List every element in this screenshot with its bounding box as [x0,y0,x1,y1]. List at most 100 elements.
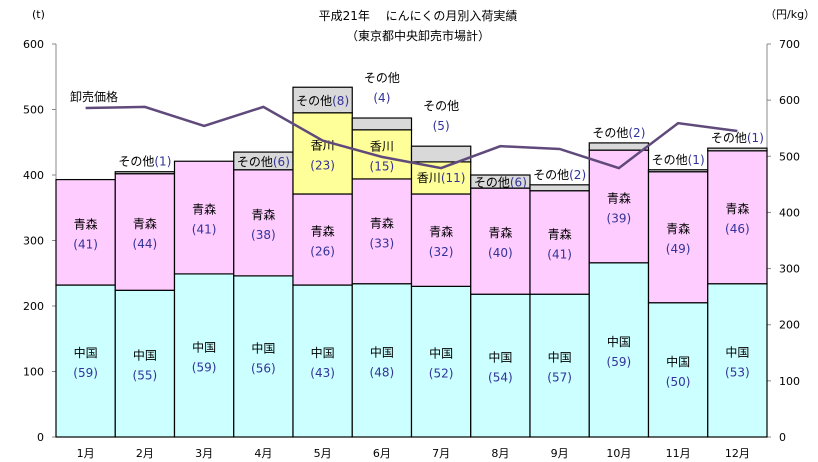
data-label: 香川(11) [417,171,466,185]
data-label: その他(2) [533,168,586,182]
left-tick-label: 400 [23,169,44,182]
bar-segment-aomori [410,193,472,287]
price-line-label: 卸売価格 [70,89,118,104]
bar-segment-aomori [470,187,531,295]
right-tick-label: 700 [779,38,800,51]
data-label: その他(6) [474,176,527,190]
right-tick-label: 200 [779,319,800,332]
data-label: その他(4) [364,71,400,105]
bar-segment-china [233,275,294,438]
left-tick-label: 500 [23,104,44,117]
bar-segment-aomori [647,171,709,304]
x-tick-label: 5月 [314,447,332,460]
bar-segment-aomori [55,178,116,286]
bar-segment-other [292,86,353,114]
x-tick-label: 9月 [551,447,569,460]
left-tick-label: 600 [23,38,44,51]
data-label: 青森(38) [251,207,276,242]
right-tick-label: 100 [779,375,800,388]
data-label: 中国(52) [429,346,454,381]
x-tick-label: 8月 [491,447,509,460]
bar-segment-china [529,293,590,438]
bar-segment-china [351,283,413,438]
data-label: 中国(55) [133,348,158,383]
data-label: 中国(53) [725,344,750,379]
bar-segment-china [114,289,176,438]
bar-segment-other [529,184,590,192]
x-tick-label: 10月 [606,447,631,460]
data-label: 青森(41) [547,226,572,261]
bar-segment-china [173,273,235,438]
data-label: 中国(50) [666,354,691,389]
bar-segment-aomori [173,160,235,275]
x-tick-label: 12月 [725,447,750,460]
bar-segment-other [707,147,768,152]
data-label: 青森(46) [725,201,750,236]
data-label: その他(1) [711,131,764,145]
bar-segment-aomori [233,169,294,277]
bar-segment-other [470,174,531,189]
right-axis-unit: （円/kg） [765,8,815,21]
bar-segment-aomori [114,173,176,291]
data-label: 青森(41) [192,202,217,237]
right-tick-label: 0 [779,431,786,444]
bar-segment-china [707,283,768,438]
data-label: 青森(40) [488,225,513,260]
data-label: 青森(32) [429,224,454,259]
data-label: 青森(44) [133,216,158,251]
bar-segment-china [410,285,472,438]
right-tick-label: 500 [779,150,800,163]
left-axis-unit: (t) [32,8,45,21]
bar-segment-other [351,117,413,131]
left-tick-label: 300 [23,235,44,248]
data-label: その他(6) [237,155,290,169]
data-label: 中国(59) [192,339,217,374]
chart-subtitle: （東京都中央卸売市場計） [346,28,490,43]
bar-segment-other [588,142,650,151]
data-label: 中国(48) [370,344,395,379]
data-label: 青森(26) [310,224,335,259]
bar-segment-aomori [351,178,413,285]
data-label: その他(8) [296,94,349,108]
x-tick-label: 2月 [136,447,154,460]
x-tick-label: 4月 [254,447,272,460]
bar-segment-kagawa [292,112,353,195]
data-label: 青森(39) [607,190,632,225]
bar-segment-china [647,302,709,438]
data-label: その他(1) [118,155,171,169]
bar-segment-china [470,293,531,438]
data-label: 青森(49) [666,221,691,256]
x-tick-label: 7月 [432,447,450,460]
data-label: その他(5) [423,99,459,133]
data-label: 中国(57) [547,350,572,385]
right-tick-label: 600 [779,94,800,107]
data-label: 青森(33) [370,215,395,250]
x-tick-label: 1月 [77,447,95,460]
right-tick-label: 300 [779,263,800,276]
bar-segment-other [410,145,472,163]
bar-segment-other [114,171,176,175]
data-label: 中国(59) [607,334,632,369]
x-tick-label: 3月 [195,447,213,460]
data-label: 中国(56) [251,340,276,375]
data-label: 中国(54) [488,350,513,385]
left-tick-label: 0 [37,431,44,444]
bar-segment-china [55,284,116,438]
bar-segment-other [647,169,709,173]
bar-segment-aomori [529,190,590,295]
left-tick-label: 100 [23,366,44,379]
price-line [85,105,738,170]
chart-title: 平成21年 にんにくの月別入荷実績 [319,8,518,23]
bar-segment-china [588,262,650,438]
data-label: 香川(15) [370,139,395,173]
data-label: 中国(59) [73,345,98,380]
x-tick-label: 11月 [666,447,691,460]
bar-segment-aomori [707,150,768,285]
data-label: 青森(41) [73,216,98,251]
left-tick-label: 200 [23,300,44,313]
right-tick-label: 400 [779,206,800,219]
data-label: 中国(43) [310,345,335,380]
bar-segment-china [292,284,353,438]
data-label: その他(2) [592,126,645,140]
